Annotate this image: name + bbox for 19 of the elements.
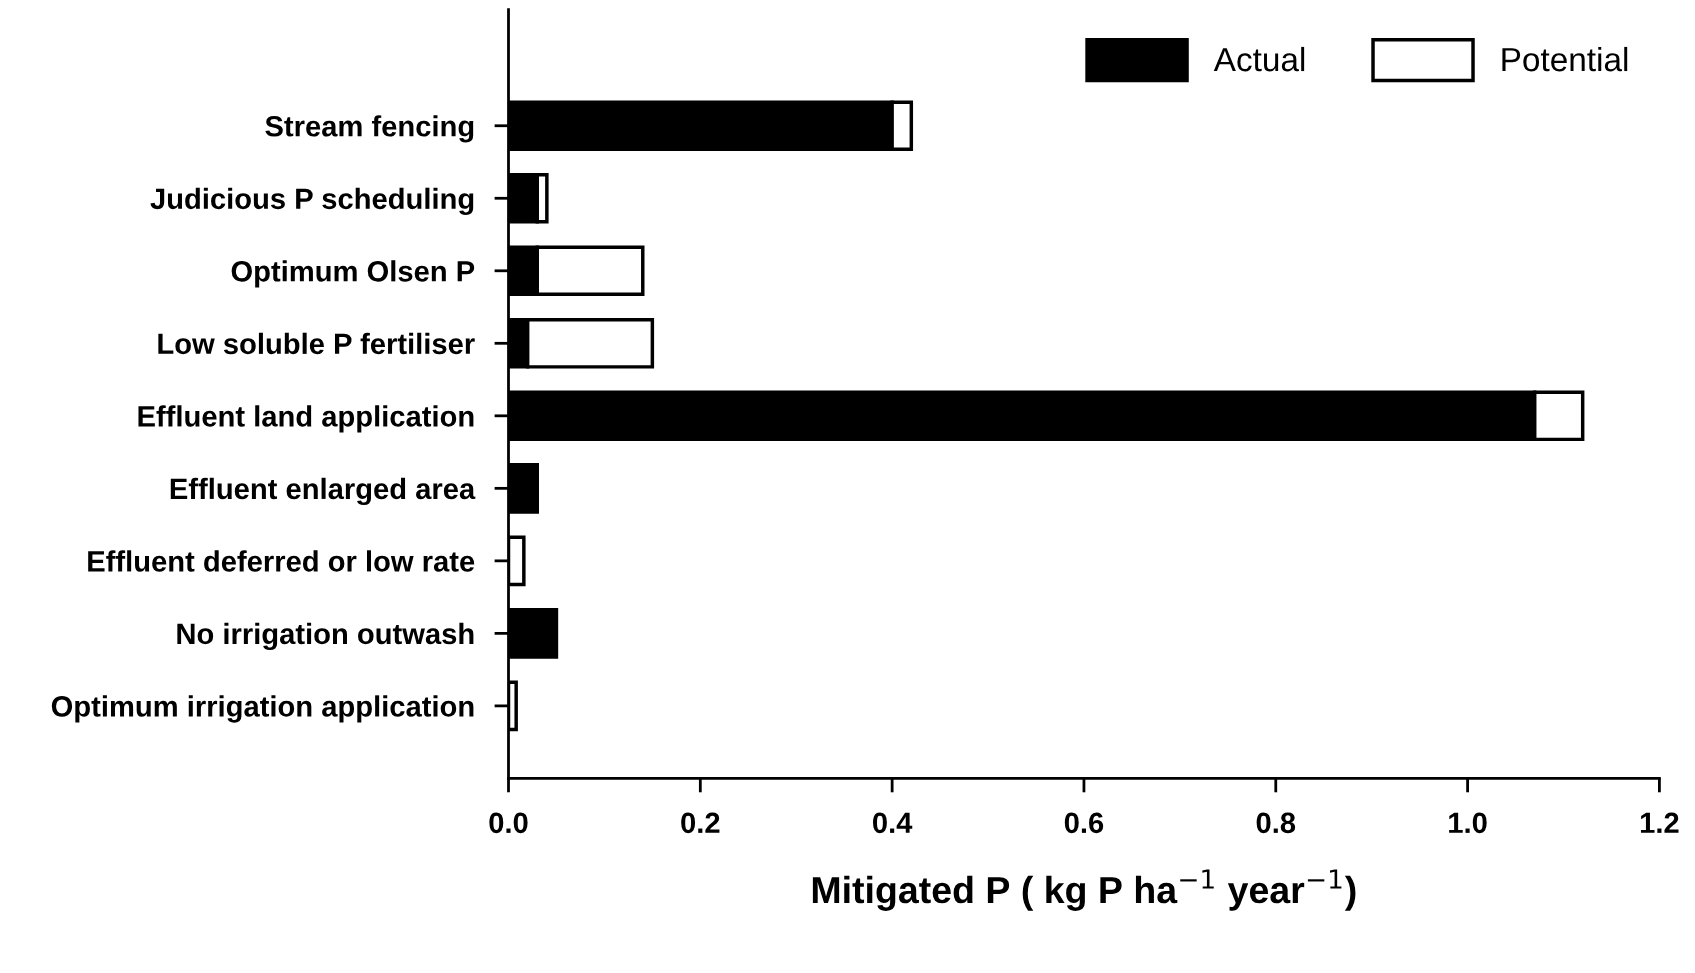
y-tick-label: No irrigation outwash <box>177 622 474 651</box>
y-tick-label: Optimum Olsen P <box>231 260 475 288</box>
legend-label: Potential <box>1502 46 1628 72</box>
x-tick-label: 1.2 <box>1640 812 1679 833</box>
legend-label: Actual <box>1213 46 1305 72</box>
y-tick-label: Effluent enlarged area <box>170 477 476 506</box>
x-tick-label: 0.2 <box>681 812 720 834</box>
x-tick-label: 1.0 <box>1449 812 1487 834</box>
x-axis-title: Mitigated P ( kg P ha$^{−1}$ year$^{−1}$) <box>812 869 1356 911</box>
y-tick-label: Judicious P scheduling <box>150 187 474 216</box>
x-tick-label: 0.8 <box>1256 812 1296 834</box>
y-tick-label: Effluent land application <box>138 405 474 433</box>
x-tick-label: 0.4 <box>873 812 913 834</box>
x-tick-label: 0.6 <box>1064 812 1104 834</box>
y-tick-label: Low soluble P fertiliser <box>158 332 475 355</box>
y-tick-label: Stream fencing <box>265 115 474 143</box>
y-tick-label: Effluent deferred or low rate <box>88 550 475 572</box>
x-tick-label: 0.0 <box>489 812 528 834</box>
y-tick-label: Optimum irrigation application <box>51 695 474 723</box>
